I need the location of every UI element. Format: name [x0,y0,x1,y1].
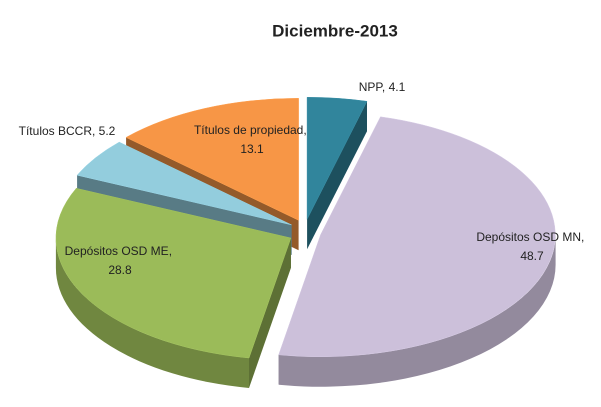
label-value: 28.8 [108,263,132,277]
data-label: NPP, 4.1 [359,80,406,94]
slice [278,116,556,387]
slice-top [76,141,292,226]
slice-side [249,238,291,388]
slice-top [278,116,556,357]
label-category: Depósitos OSD ME [65,244,169,258]
slice [306,97,368,250]
label-value: 5.2 [99,124,116,138]
data-label: Títulos de propiedad, 13.1 [194,123,310,156]
slice [55,188,292,388]
slice-top [125,98,299,221]
data-label: Depósitos OSD ME, 28.8 [65,244,176,277]
label-category: NPP [359,80,384,94]
label-separator: , [382,80,389,94]
label-separator: , [92,124,99,138]
label-value: 4.1 [389,80,406,94]
label-value: 48.7 [520,249,544,263]
label-category: Títulos de propiedad [194,123,303,137]
slice-top [55,188,292,359]
slice-top [306,97,368,220]
label-separator: , [169,244,176,258]
label-category: Títulos BCCR [19,124,93,138]
label-separator: , [581,230,588,244]
chart-title: Diciembre-2013 [272,21,398,40]
data-label: Títulos BCCR, 5.2 [19,124,116,138]
slice-wall [278,234,556,387]
label-category: Depósitos OSD MN [476,230,581,244]
data-label: Depósitos OSD MN, 48.7 [476,230,587,263]
label-separator: , [303,123,310,137]
label-value: 13.1 [240,142,264,156]
slice-side [307,101,367,250]
slice-wall [55,238,250,388]
